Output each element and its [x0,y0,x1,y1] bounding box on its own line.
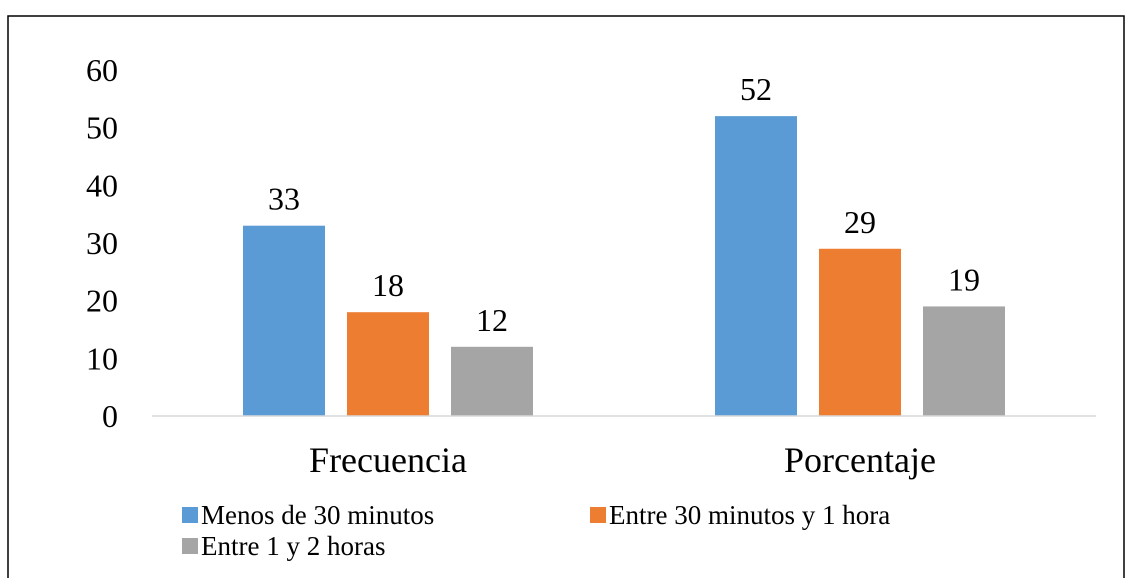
y-tick-label: 30 [86,225,118,261]
data-label: 18 [372,267,404,303]
legend-swatch [182,507,198,523]
plot-area: 33 18 12 52 29 19 [243,71,1005,416]
data-label: 33 [268,181,300,217]
bar-1-0 [715,116,797,416]
y-tick-label: 0 [102,398,118,434]
legend-label: Entre 30 minutos y 1 hora [609,500,890,530]
legend-label: Menos de 30 minutos [201,500,434,530]
bar-1-1 [819,248,901,416]
legend-swatch [182,538,198,554]
y-tick-label: 50 [86,110,118,146]
y-tick-label: 60 [86,52,118,88]
x-tick-label: Porcentaje [784,440,936,480]
x-axis: Frecuencia Porcentaje [309,440,936,480]
y-tick-label: 10 [86,340,118,376]
data-label: 19 [948,261,980,297]
y-tick-label: 40 [86,167,118,203]
data-label: 12 [476,302,508,338]
data-label: 52 [740,71,772,107]
legend-label: Entre 1 y 2 horas [201,531,385,561]
bar-0-0 [243,225,325,416]
bar-0-1 [347,312,429,416]
y-axis: 0 10 20 30 40 50 60 [86,52,118,434]
bar-1-2 [923,306,1005,416]
y-tick-label: 20 [86,283,118,319]
x-tick-label: Frecuencia [309,440,467,480]
chart-border [7,15,1125,578]
bar-0-2 [451,346,533,416]
data-label: 29 [844,204,876,240]
legend-swatch [590,507,606,523]
legend: Menos de 30 minutos Entre 30 minutos y 1 … [182,500,890,561]
